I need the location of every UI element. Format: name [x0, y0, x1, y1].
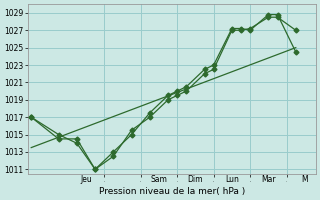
X-axis label: Pression niveau de la mer( hPa ): Pression niveau de la mer( hPa ) — [99, 187, 245, 196]
